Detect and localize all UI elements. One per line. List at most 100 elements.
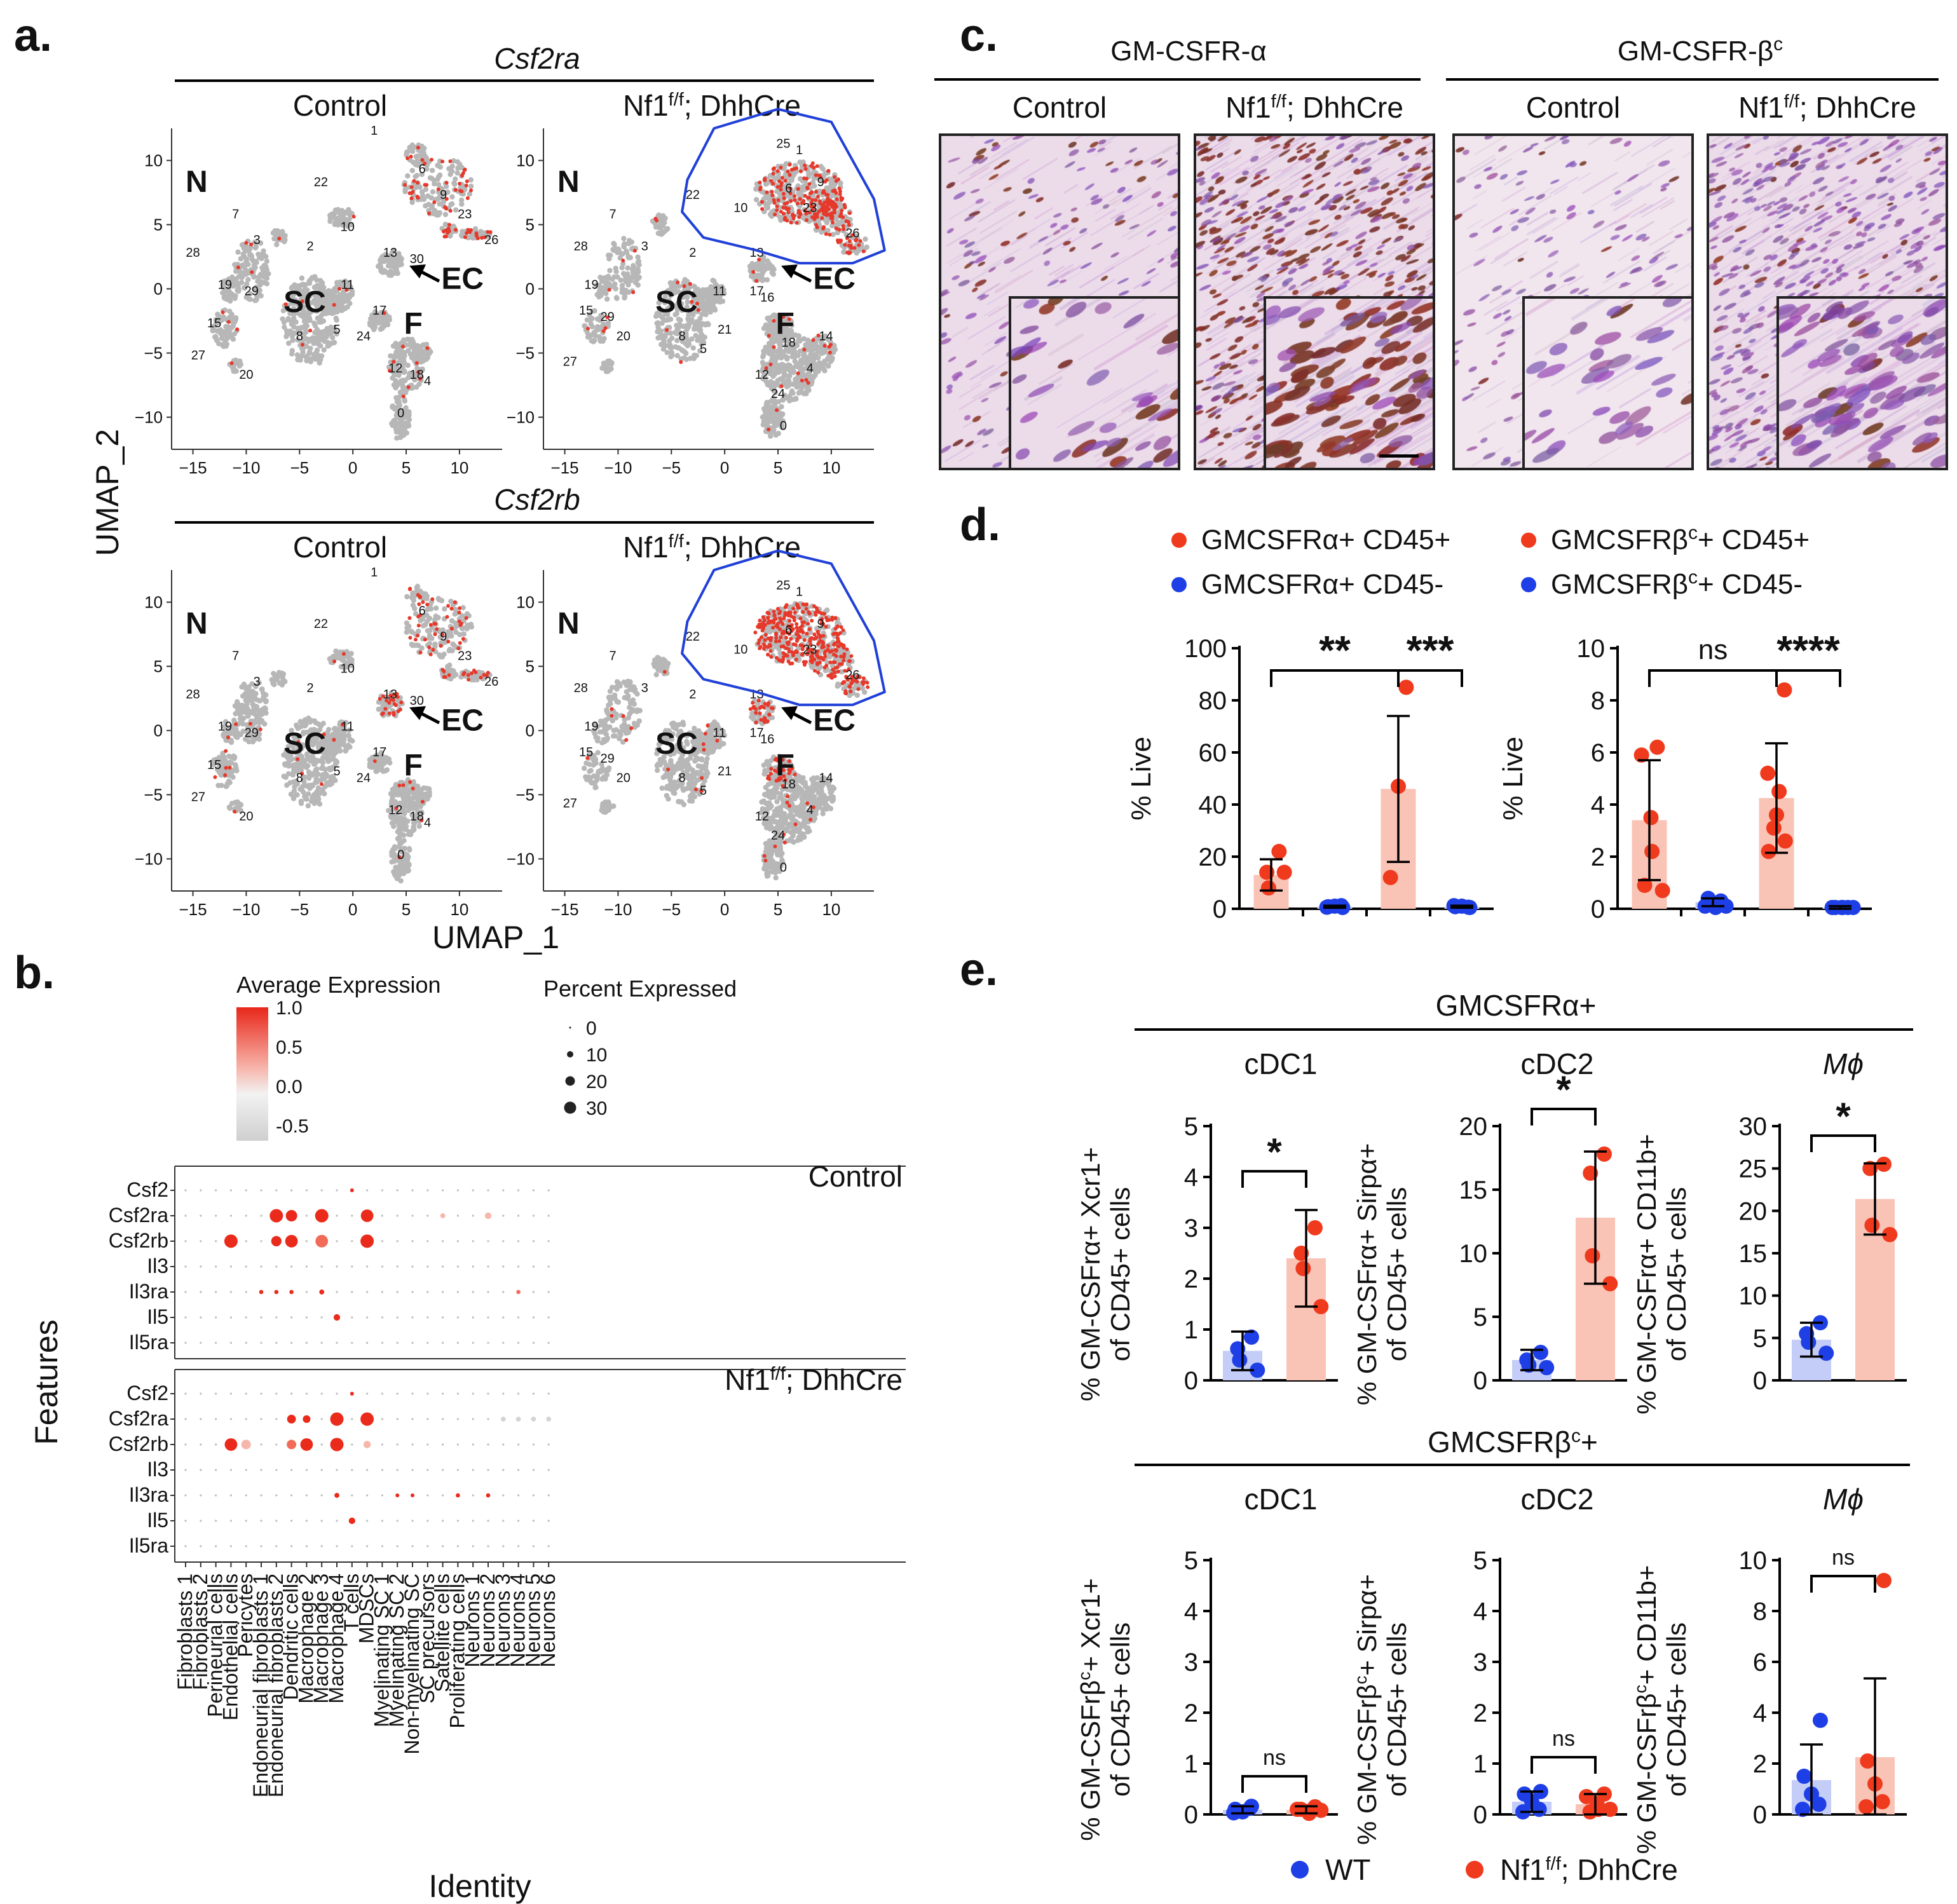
umap-cell-expressing [397,784,402,787]
umap-cell-expressing [810,161,815,165]
umap-condition-title: Nf1f/f; DhhCre [623,531,801,564]
umap-cell-expressing [277,236,282,241]
umap-cell-expressing [372,759,377,763]
umap-cell-expressing [448,208,453,213]
umap-cell [303,298,308,304]
umap-cell [763,325,768,331]
umap-cell [604,296,610,302]
umap-cell-expressing [430,597,435,601]
umap-xlabel: UMAP_1 [432,920,559,955]
umap-cell-expressing [798,197,802,201]
umap-cell-expressing [392,702,397,706]
umap-cluster-label: 4 [424,374,431,388]
umap-cell [672,344,678,350]
umap-cell [252,245,259,251]
umap-y-tick-label: −5 [515,785,535,805]
umap-cell [237,716,243,722]
umap-cell [414,585,420,591]
umap-cell [235,799,240,805]
umap-cell [391,418,397,424]
umap-cell-expressing [416,180,419,185]
umap-cell-expressing [779,165,783,170]
umap-cell [282,324,287,330]
umap-cell [793,396,799,402]
umap-cell [239,684,245,690]
umap-cell [582,323,587,329]
umap-cell [451,180,457,186]
umap-cell [228,760,234,766]
umap-cell-expressing [332,303,336,307]
umap-cell-expressing [784,206,788,210]
umap-cluster-label: 6 [419,604,426,618]
umap-cell [755,274,761,280]
umap-cell [622,295,627,301]
umap-y-tick-label: −10 [507,850,535,869]
umap-condition-title: Control [293,531,387,564]
umap-cell-expressing [776,198,781,202]
umap-cell-expressing [796,187,800,191]
umap-cell [465,622,470,629]
umap-cell [624,683,629,688]
umap-cell [781,351,786,357]
umap-cluster-label: 19 [584,278,598,292]
umap-cell [789,353,795,360]
umap-cell [308,346,313,351]
umap-cell [613,295,620,301]
umap-cell-expressing [413,637,418,642]
umap-cell [404,792,410,798]
umap-cell [406,414,411,421]
umap-cell-expressing [763,177,767,181]
umap-cell [282,239,287,245]
umap-cell [667,342,673,348]
umap-cell [320,334,327,340]
umap-cell [225,780,231,787]
umap-cell-expressing [401,783,406,787]
umap-cluster-label: 20 [617,329,631,343]
umap-cell-expressing [822,200,827,205]
umap-cell [404,594,410,600]
umap-cell [402,377,407,383]
umap-x-tick-label: −15 [179,900,207,919]
umap-cell [617,683,623,689]
umap-cell [321,347,327,353]
umap-cell [426,636,432,641]
umap-cell [335,307,341,313]
umap-x-tick-label: 10 [450,458,468,477]
umap-cell [261,264,266,270]
umap-region-sc: SC [283,727,326,761]
umap-cell [221,314,227,320]
umap-cell [224,288,230,294]
umap-cell-expressing [794,221,799,225]
umap-region-n: N [186,165,208,199]
umap-cell [613,711,619,717]
umap-cluster-label: 11 [341,278,354,292]
umap-cell [313,791,318,797]
umap-cluster-label: 13 [383,688,397,702]
umap-cell [280,671,286,677]
umap-cell [626,255,632,261]
umap-cell-expressing [796,371,800,376]
umap-cell [391,858,397,864]
umap-cluster-label: 17 [372,745,386,759]
umap-cell [301,290,308,297]
umap-cell [787,395,793,401]
umap-cell-expressing [798,211,802,215]
umap-cell [636,718,642,724]
umap-cell [254,716,259,723]
umap-cell [442,606,447,612]
umap-cell-expressing [441,229,446,234]
umap-x-tick-label: 0 [720,458,729,477]
umap-cell [326,779,332,785]
umap-cell [464,611,470,617]
umap-cell-expressing [814,189,819,194]
umap-cell [211,323,217,329]
umap-cell [315,772,321,777]
umap-cell [409,168,415,173]
umap-cell-expressing [447,673,451,677]
umap-cell [282,233,288,239]
umap-cell-expressing [431,648,435,652]
umap-cell-expressing [789,199,793,203]
umap-cell [753,186,759,192]
umap-x-tick-label: 5 [402,458,411,477]
